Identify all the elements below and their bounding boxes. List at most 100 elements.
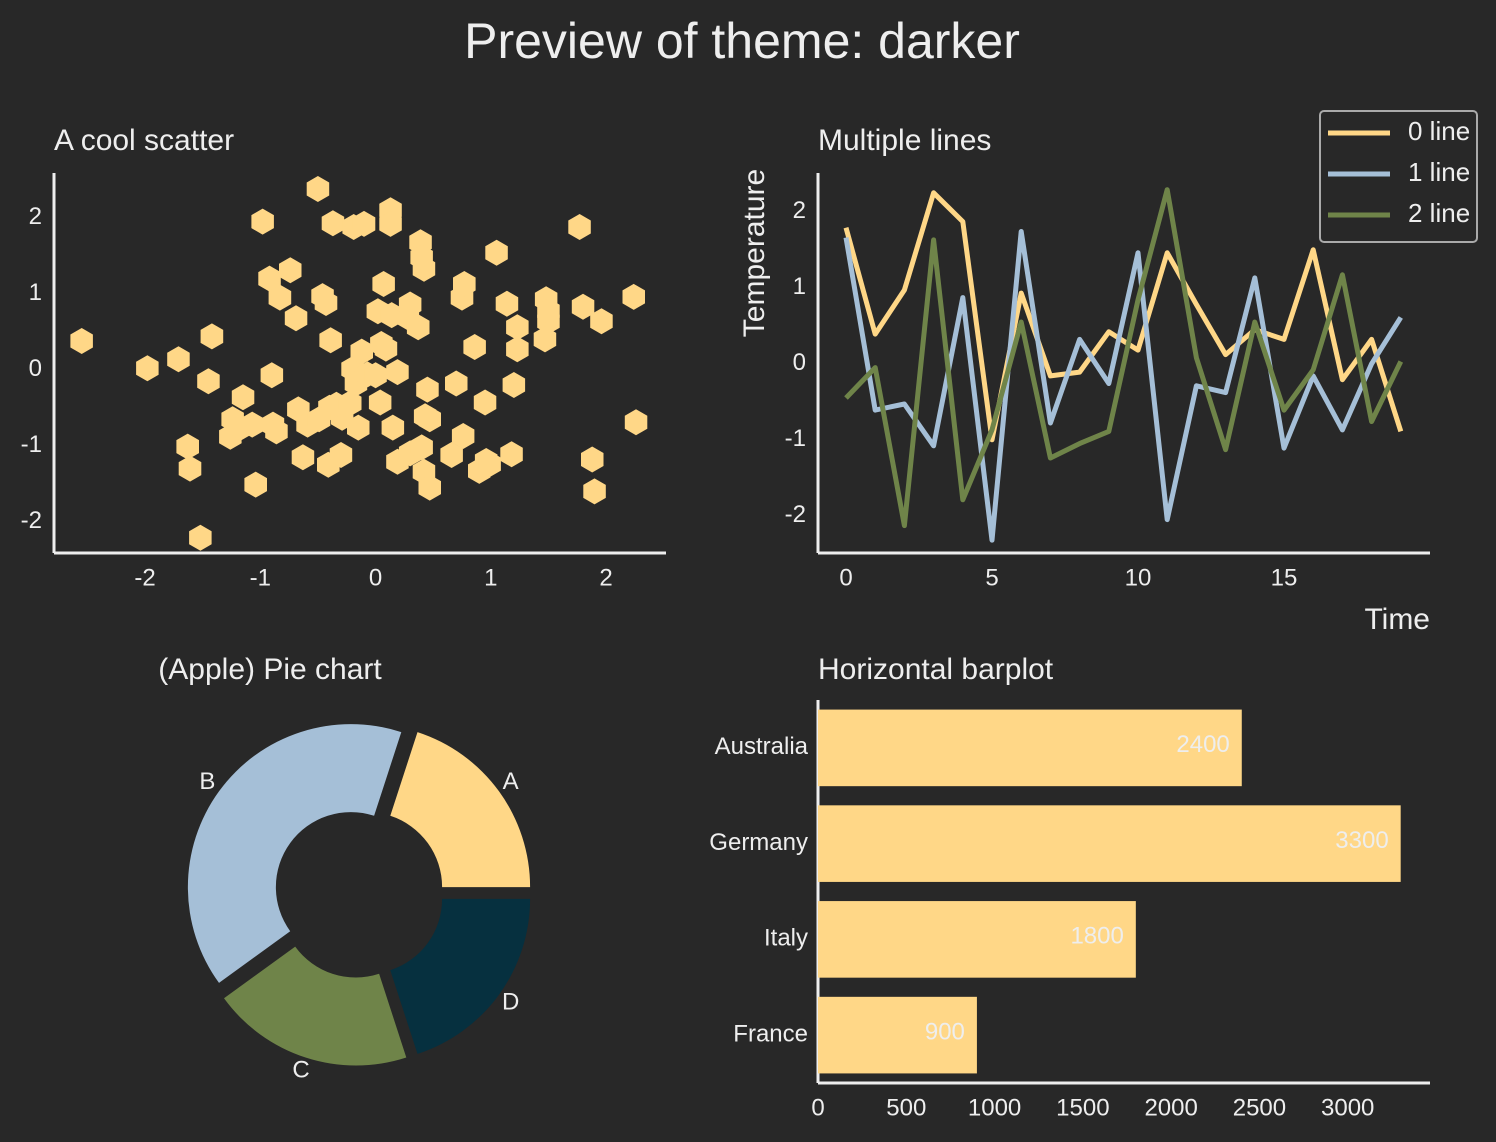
scatter-point	[374, 335, 398, 362]
pie-label: B	[199, 768, 215, 795]
scatter-point	[418, 474, 441, 501]
scatter-point	[350, 338, 373, 365]
chart-title: A cool scatter	[54, 124, 234, 157]
bar	[818, 709, 1242, 787]
scatter-point	[473, 389, 497, 416]
scatter-point	[485, 239, 508, 266]
scatter-point	[307, 406, 331, 433]
scatter-point	[319, 327, 342, 354]
scatter-point	[571, 293, 595, 320]
scatter-point	[352, 210, 376, 237]
legend-box	[1319, 110, 1478, 243]
x-tick-label: 1000	[968, 1094, 1021, 1121]
scatter-point	[500, 441, 523, 468]
scatter-point	[268, 284, 292, 311]
scatter-point	[306, 176, 330, 202]
scatter-point	[624, 409, 648, 436]
x-tick-label: 10	[1125, 564, 1152, 591]
scatter-point	[533, 326, 557, 353]
scatter-point	[406, 314, 430, 341]
bar-value-label: 1800	[1070, 923, 1123, 950]
scatter-point	[197, 368, 220, 395]
scatter-point	[568, 214, 591, 240]
scatter-point	[463, 334, 486, 360]
y-tick-label: Italy	[764, 925, 808, 952]
legend-label: 0 line	[1408, 116, 1470, 146]
pie-label: D	[502, 989, 519, 1016]
scatter-point	[241, 411, 264, 438]
y-tick-label: -1	[21, 431, 42, 458]
scatter-point	[386, 359, 409, 386]
scatter-point	[136, 355, 159, 382]
scatter-point	[398, 291, 422, 318]
bar-value-label: 2400	[1176, 731, 1229, 758]
x-tick-label: 0	[811, 1094, 824, 1121]
scatter-point	[329, 442, 353, 468]
bar-value-label: 3300	[1335, 827, 1388, 854]
x-tick-label: 5	[985, 564, 998, 591]
y-tick-label: Australia	[715, 733, 809, 760]
pie-slice	[224, 946, 407, 1066]
bar	[818, 805, 1401, 882]
scatter-point	[176, 433, 199, 460]
scatter-point	[410, 434, 433, 461]
x-tick-label: 0	[839, 564, 852, 591]
scatter-point	[416, 376, 439, 403]
scatter-point	[258, 265, 281, 292]
scatter-point	[418, 406, 441, 433]
scatter-point	[200, 323, 224, 350]
pie-label: A	[503, 768, 519, 795]
scatter-point	[537, 298, 560, 325]
scatter-point	[495, 290, 519, 317]
x-tick-label: 2000	[1144, 1094, 1197, 1121]
scatter-point	[440, 442, 463, 468]
scatter-point	[506, 336, 529, 363]
x-tick-label: 3000	[1321, 1094, 1374, 1121]
scatter-point	[338, 390, 362, 417]
scatter-point	[279, 257, 302, 284]
y-tick-label: 1	[29, 279, 42, 306]
y-tick-label: -2	[21, 507, 42, 534]
legend-label: 2 line	[1408, 198, 1470, 228]
x-tick-label: 500	[886, 1094, 926, 1121]
x-tick-label: 2500	[1233, 1094, 1286, 1121]
bar	[818, 996, 977, 1074]
line-series	[844, 187, 1404, 529]
x-tick-label: -2	[134, 564, 155, 591]
scatter-point	[347, 414, 370, 441]
y-axis-label: Temperature	[738, 169, 771, 337]
scatter-point	[445, 370, 468, 397]
scatter-point	[502, 372, 526, 398]
chart-title: (Apple) Pie chart	[158, 653, 382, 686]
line-series	[843, 229, 1403, 543]
bar	[818, 901, 1136, 978]
scatter-point	[381, 414, 405, 441]
scatter-point	[251, 208, 274, 235]
x-tick-label: -1	[250, 564, 271, 591]
pie-slice	[390, 732, 531, 888]
scatter-point	[379, 210, 402, 237]
pie-slice	[187, 724, 402, 983]
scatter-point	[372, 271, 395, 297]
x-axis-label: Time	[1364, 603, 1430, 636]
x-tick-label: 2	[599, 564, 612, 591]
scatter-point	[410, 244, 433, 271]
scatter-point	[291, 444, 315, 471]
x-tick-label: 0	[369, 564, 382, 591]
y-tick-label: 0	[793, 349, 806, 376]
scatter-point	[260, 362, 284, 389]
y-tick-label: 2	[29, 203, 42, 230]
scatter-point	[231, 384, 255, 411]
scatter-point	[178, 455, 202, 482]
scatter-point	[581, 446, 604, 473]
y-tick-label: -1	[785, 425, 806, 452]
scatter-point	[451, 423, 475, 449]
scatter-point	[506, 314, 529, 341]
scatter-point	[478, 451, 501, 478]
scatter-point	[70, 328, 93, 354]
y-tick-label: -2	[785, 501, 806, 528]
y-tick-label: 0	[29, 355, 42, 382]
chart-title: Horizontal barplot	[818, 653, 1054, 686]
scatter-point	[244, 471, 267, 498]
x-tick-label: 1	[484, 564, 497, 591]
